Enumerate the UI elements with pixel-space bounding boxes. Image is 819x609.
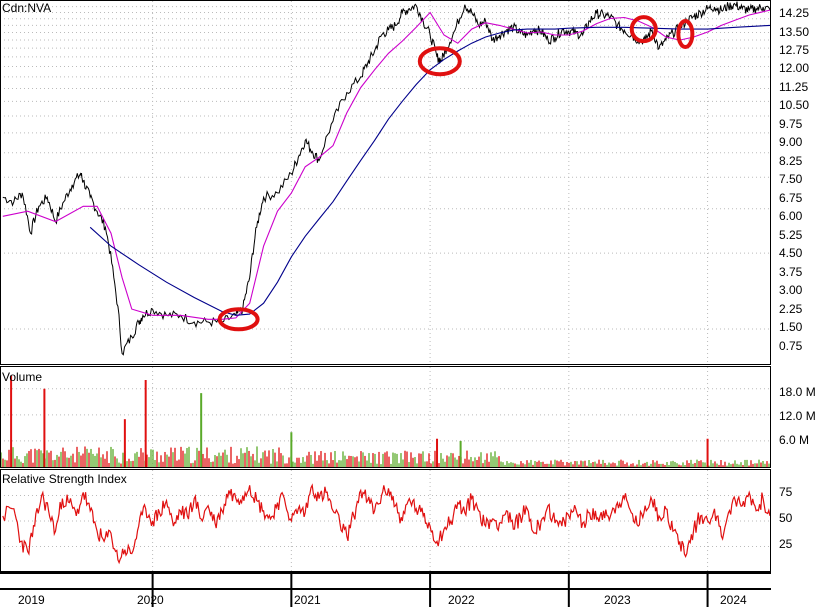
price-y-tick-label: 0.75: [779, 339, 803, 353]
x-axis-year-label: 2023: [604, 593, 631, 607]
x-axis-year-label: 2021: [294, 593, 321, 607]
price-y-tick-label: 4.50: [779, 246, 803, 260]
price-series-group: [2, 1, 771, 356]
rsi-series-group: [2, 483, 771, 565]
rsi-y-tick-label: 75: [779, 485, 793, 499]
price-line: [2, 1, 771, 356]
x-axis-year-label: 2020: [137, 593, 164, 607]
volume-panel-title: Volume: [2, 370, 42, 384]
annotation-circle: [676, 18, 695, 49]
price-y-tick-label: 6.75: [779, 191, 803, 205]
x-axis-year-label: 2019: [18, 593, 45, 607]
price-y-tick-label: 3.00: [779, 283, 803, 297]
year-dividers: [151, 573, 709, 607]
annotation-circles: [217, 15, 695, 332]
price-y-tick-label: 8.25: [779, 154, 803, 168]
price-y-tick-labels: 14.25 13.50 12.75 12.00 11.25 10.50 9.75…: [779, 6, 809, 353]
volume-y-tick-label: 12.0 M: [779, 409, 816, 423]
x-axis-year-label: 2022: [448, 593, 475, 607]
short-ma-line: [2, 9, 771, 320]
price-y-tick-label: 14.25: [779, 6, 809, 20]
x-axis-year-labels: 2019 2020 2021 2022 2023 2024: [18, 593, 747, 607]
price-y-tick-label: 12.75: [779, 43, 809, 57]
price-y-tick-label: 12.00: [779, 61, 809, 75]
price-y-tick-label: 5.25: [779, 228, 803, 242]
volume-y-tick-label: 18.0 M: [779, 385, 816, 399]
annotation-circle: [417, 46, 462, 77]
price-y-tick-label: 2.25: [779, 302, 803, 316]
price-y-tick-label: 3.75: [779, 265, 803, 279]
x-axis-year-label: 2024: [720, 593, 747, 607]
long-ma-line: [89, 24, 771, 316]
volume-y-tick-label: 6.0 M: [779, 433, 809, 447]
price-y-tick-label: 6.00: [779, 209, 803, 223]
rsi-line: [2, 483, 771, 565]
annotation-circle: [629, 15, 658, 44]
price-panel-title: Cdn:NVA: [2, 1, 51, 15]
price-y-tick-label: 10.50: [779, 98, 809, 112]
price-panel-border: [0, 0, 771, 365]
annotation-circle: [217, 307, 260, 332]
rsi-panel-border: [0, 469, 771, 572]
price-y-tick-label: 13.50: [779, 25, 809, 39]
volume-y-tick-labels: 18.0 M 12.0 M 6.0 M: [779, 385, 816, 447]
rsi-panel-title: Relative Strength Index: [2, 472, 127, 486]
price-y-tick-label: 7.50: [779, 172, 803, 186]
price-y-tick-label: 9.00: [779, 135, 803, 149]
rsi-y-tick-labels: 75 50 25: [779, 485, 793, 551]
volume-panel-border: [0, 366, 771, 468]
price-y-tick-label: 1.50: [779, 320, 803, 334]
volume-bars: [0, 375, 770, 467]
rsi-y-tick-label: 50: [779, 511, 793, 525]
rsi-y-tick-label: 25: [779, 537, 793, 551]
price-y-tick-label: 11.25: [779, 80, 808, 94]
price-y-tick-label: 9.75: [779, 117, 803, 131]
